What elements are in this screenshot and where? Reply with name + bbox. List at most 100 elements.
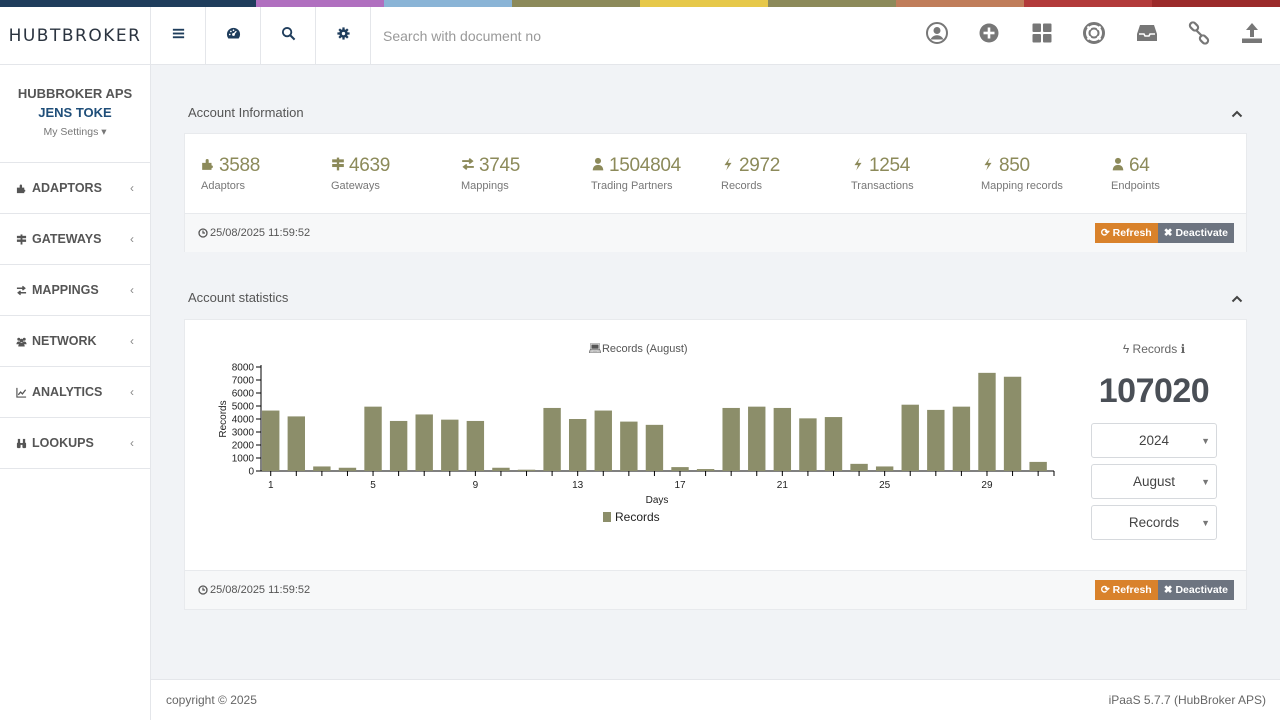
- deactivate-button[interactable]: ✖ Deactivate: [1157, 223, 1234, 243]
- refresh-label: Refresh: [1112, 584, 1152, 596]
- user-name[interactable]: JENS TOKE: [38, 105, 112, 120]
- dashboard-icon: [226, 26, 241, 46]
- stat-label: Trading Partners: [591, 180, 673, 192]
- color-strip-segment: [512, 0, 640, 7]
- version-text: iPaaS 5.7.7 (HubBroker APS): [1108, 693, 1266, 707]
- stat-adaptors: 3588 Adaptors: [201, 155, 331, 192]
- sidebar-item-label: MAPPINGS: [32, 283, 99, 297]
- bar-day-1: [262, 410, 280, 471]
- stat-value: 3588: [219, 155, 261, 176]
- stat-mappings: 3745 Mappings: [461, 155, 591, 192]
- add-button[interactable]: [963, 7, 1016, 65]
- account-statistics-title: Account statistics: [188, 290, 289, 305]
- inbox-button[interactable]: [1121, 7, 1174, 65]
- bar-day-4: [338, 467, 357, 471]
- bar-day-30: [1003, 376, 1022, 471]
- info-icon: ℹ: [1180, 342, 1186, 356]
- chevron-left-icon: ‹: [130, 232, 134, 246]
- plus-circle-icon: [977, 21, 1001, 50]
- sidebar-item-analytics[interactable]: ANALYTICS ‹: [0, 367, 150, 418]
- life-ring-icon: [1082, 21, 1106, 50]
- apps-button[interactable]: [1016, 7, 1069, 65]
- bar-day-25: [875, 466, 894, 471]
- bar-day-28: [952, 406, 971, 471]
- search-button[interactable]: [261, 6, 316, 65]
- menu-toggle-button[interactable]: [151, 6, 206, 65]
- stat-value: 2972: [739, 155, 781, 176]
- last-updated-timestamp: 25/08/2025 11:59:52: [210, 227, 311, 239]
- stat-label: Mappings: [461, 180, 509, 192]
- binoculars-icon: [16, 438, 30, 449]
- hubbroker-logo[interactable]: HUBTBROKER: [0, 6, 151, 65]
- chevron-left-icon: ‹: [130, 334, 134, 348]
- chevron-down-icon: ▼: [1201, 476, 1210, 487]
- top-bar: HUBTBROKER: [0, 6, 1280, 65]
- year-select[interactable]: 2024 ▼: [1091, 423, 1217, 458]
- x-tick-label: 5: [370, 480, 376, 491]
- records-chart: 💻︎Records (August) 0 1000 2000 3000 4000 5000…: [185, 320, 1065, 570]
- bar-day-23: [824, 417, 843, 471]
- legend-label: Records: [615, 510, 660, 524]
- bolt-icon: [721, 155, 739, 177]
- refresh-icon: ⟳: [1100, 227, 1110, 239]
- bar-day-12: [543, 407, 561, 471]
- links-button[interactable]: [1173, 7, 1226, 65]
- signpost-icon: [331, 155, 349, 177]
- sidebar-item-gateways[interactable]: GATEWAYS ‹: [0, 214, 150, 265]
- signpost-icon: [16, 233, 30, 245]
- document-search-input[interactable]: [371, 6, 911, 65]
- bar-day-10: [492, 467, 510, 471]
- bar-day-27: [927, 409, 945, 471]
- color-strip-segment: [384, 0, 512, 7]
- sidebar-item-mappings[interactable]: MAPPINGS ‹: [0, 265, 150, 316]
- refresh-label: Refresh: [1112, 227, 1152, 239]
- y-tick-label: 0: [248, 467, 254, 478]
- bar-day-31: [1029, 461, 1047, 471]
- my-settings-dropdown[interactable]: My Settings ▾: [43, 126, 107, 138]
- stat-label: Transactions: [851, 180, 914, 192]
- records-total: 107020: [1098, 372, 1210, 410]
- dashboard-button[interactable]: [206, 6, 261, 65]
- user-circle-icon: [925, 21, 949, 50]
- stat-gateways: 4639 Gateways: [331, 155, 461, 192]
- metric-select[interactable]: Records ▼: [1091, 505, 1217, 540]
- sidebar-item-network[interactable]: NETWORK ‹: [0, 316, 150, 367]
- settings-button[interactable]: [316, 6, 371, 65]
- upload-button[interactable]: [1226, 7, 1279, 65]
- hamburger-icon: [171, 26, 186, 46]
- color-strip-segment: [0, 0, 128, 7]
- refresh-button[interactable]: ⟳ Refresh: [1094, 580, 1158, 600]
- year-select-value: 2024: [1138, 433, 1170, 448]
- color-strip-segment: [1024, 0, 1152, 7]
- profile-button[interactable]: [911, 7, 964, 65]
- chart-title: 💻︎Records (August): [588, 342, 688, 355]
- legend-swatch: [603, 512, 611, 522]
- bar-day-5: [364, 406, 382, 471]
- bar-day-29: [978, 372, 996, 471]
- account-stats-row: 3588 Adaptors 4639 Gateways 3745 Mapping…: [185, 134, 1246, 213]
- copyright-text: copyright © 2025: [166, 693, 257, 707]
- y-tick-label: 1000: [232, 454, 255, 465]
- stat-value: 3745: [479, 155, 521, 176]
- sidebar-item-adaptors[interactable]: ADAPTORS ‹: [0, 163, 150, 214]
- color-strip-segment: [128, 0, 256, 7]
- stat-records: 2972 Records: [721, 155, 851, 192]
- stat-value: 4639: [349, 155, 391, 176]
- collapse-account-stats-button[interactable]: [1231, 292, 1243, 306]
- account-statistics-panel: 💻︎Records (August) 0 1000 2000 3000 4000 5000…: [184, 319, 1247, 610]
- month-select[interactable]: August ▼: [1091, 464, 1217, 499]
- exchange-icon: [16, 285, 30, 296]
- collapse-account-info-button[interactable]: [1231, 107, 1243, 121]
- bolt-icon: [851, 155, 869, 177]
- records-summary-label: Records: [1132, 342, 1178, 356]
- sidebar-item-lookups[interactable]: LOOKUPS ‹: [0, 418, 150, 469]
- exchange-icon: [461, 155, 479, 177]
- help-button[interactable]: [1068, 7, 1121, 65]
- deactivate-button[interactable]: ✖ Deactivate: [1157, 580, 1234, 600]
- stat-trading-partners: 1504804 Trading Partners: [591, 155, 721, 192]
- bar-day-18: [696, 469, 715, 471]
- bar-day-15: [620, 421, 638, 471]
- bar-day-8: [441, 419, 459, 471]
- refresh-button[interactable]: ⟳ Refresh: [1094, 223, 1158, 243]
- y-tick-label: 7000: [232, 376, 255, 387]
